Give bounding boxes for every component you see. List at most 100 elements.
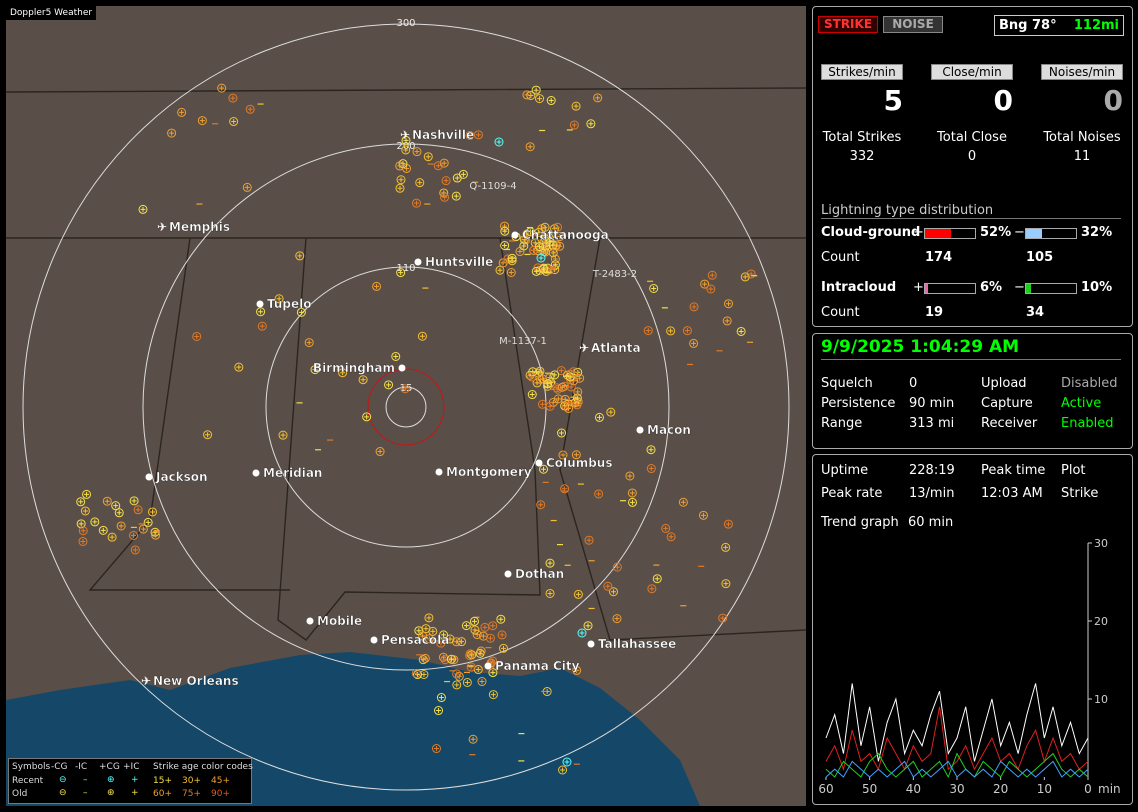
rate-button[interactable]: Noises/min [1041, 64, 1123, 80]
strike [400, 384, 410, 394]
storm-cell: T-2483-2 [592, 269, 637, 280]
strike [550, 250, 556, 256]
strike [521, 237, 527, 243]
legend-symbol: ⊕ [107, 775, 115, 785]
strike [140, 526, 146, 532]
strike [460, 171, 466, 177]
strike [571, 450, 581, 460]
strike [276, 296, 282, 302]
rate-button[interactable]: Strikes/min [821, 64, 903, 80]
strike [312, 367, 318, 373]
stat: Plot [1061, 463, 1086, 478]
strike [724, 318, 730, 324]
strike [296, 307, 306, 317]
dist-sign: + [913, 280, 924, 295]
strike [533, 87, 539, 93]
strike [470, 736, 476, 742]
strike [527, 390, 537, 400]
dist-count: 105 [1026, 250, 1054, 265]
strike [577, 375, 583, 381]
strike [645, 328, 651, 334]
strike [555, 232, 565, 242]
strike [453, 193, 459, 199]
ring-label: 300 [396, 18, 415, 29]
strike [528, 229, 534, 235]
strike [502, 243, 508, 249]
strike [104, 498, 110, 504]
strike [545, 381, 551, 387]
strike [98, 525, 108, 535]
strike [403, 147, 409, 153]
strike [564, 759, 570, 765]
trend-label: Trend graph [821, 515, 899, 530]
rate-button[interactable]: Close/min [931, 64, 1013, 80]
strike [419, 333, 425, 339]
strike [138, 524, 148, 534]
city-dot [256, 300, 264, 308]
strike [614, 564, 620, 570]
x-tick-label: 20 [993, 782, 1008, 796]
strike [375, 447, 385, 457]
strike [116, 521, 126, 531]
strike [478, 648, 484, 654]
strike [441, 176, 451, 186]
strike [228, 93, 238, 103]
strike [627, 473, 633, 479]
strike [612, 562, 622, 572]
strike [651, 285, 657, 291]
strike [280, 432, 286, 438]
total-label: Total Noises [1043, 130, 1121, 145]
strike [469, 652, 475, 658]
strike [148, 507, 158, 517]
stats-panel [812, 454, 1133, 805]
range-ring [367, 368, 445, 446]
x-tick-label: 50 [862, 782, 877, 796]
legend-label: Strike age color codes [153, 762, 253, 772]
strike [397, 185, 403, 191]
dist-bar [1026, 284, 1031, 293]
strike [454, 671, 460, 677]
legend-age: 30+ [182, 776, 201, 786]
strike [708, 286, 714, 292]
noise-button[interactable]: NOISE [883, 16, 943, 33]
city-label: Memphis [169, 220, 230, 234]
strike [588, 121, 594, 127]
strike [404, 165, 410, 171]
strike [721, 579, 731, 589]
city-dot [504, 570, 512, 578]
strike [495, 265, 505, 275]
bearing-box: Bng 78° 112mi [994, 15, 1124, 36]
strike [557, 234, 563, 240]
strike [723, 519, 733, 529]
strike [482, 624, 488, 630]
dist-pct: 10% [1081, 280, 1113, 295]
strike [499, 632, 505, 638]
strike [562, 757, 572, 767]
distribution-title: Lightning type distribution [821, 203, 1121, 219]
strike [475, 132, 481, 138]
city-dot [636, 426, 644, 434]
strike [509, 255, 515, 261]
strike [572, 665, 582, 675]
strike [537, 368, 543, 374]
strike [78, 526, 88, 536]
strike [541, 239, 547, 245]
strike [574, 667, 580, 673]
strike [566, 382, 576, 392]
strike [649, 586, 655, 592]
strike [422, 655, 428, 661]
legend-symbol: + [131, 775, 139, 785]
strike [229, 117, 239, 127]
city-label: Panama City [495, 659, 580, 673]
strike [194, 333, 200, 339]
strike [548, 98, 554, 104]
strike [595, 95, 601, 101]
strike [529, 374, 535, 380]
strike [76, 519, 86, 529]
strike-button[interactable]: STRIKE [818, 16, 878, 33]
strike [691, 340, 697, 346]
map[interactable]: 30020011015 ✈Nashville✈MemphisChattanoog… [6, 6, 806, 806]
range-ring [385, 386, 427, 428]
city-dot [435, 468, 443, 476]
